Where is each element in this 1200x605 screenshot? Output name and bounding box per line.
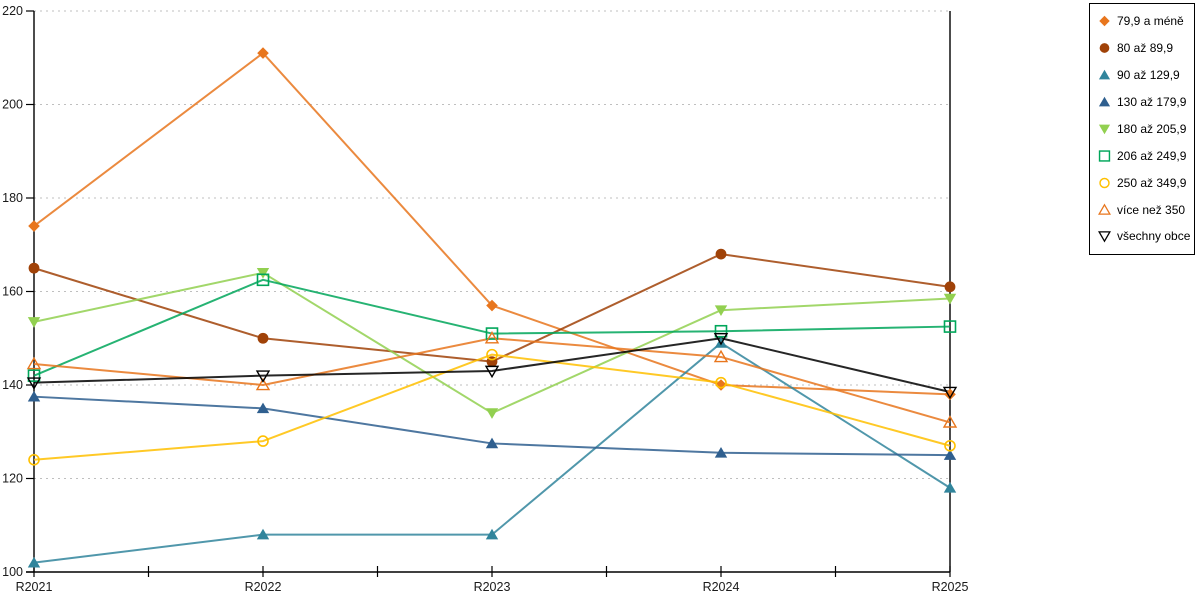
diamond-marker: [486, 299, 498, 312]
triangle-up-filled-icon: [1098, 96, 1111, 107]
legend-item: všechny obce: [1097, 229, 1192, 243]
circle-open-marker: [944, 439, 956, 452]
legend-label: všechny obce: [1117, 229, 1191, 244]
diamond-marker: [944, 388, 956, 401]
legend-label: 80 až 89,9: [1117, 41, 1174, 56]
y-tick-label: 140: [2, 378, 23, 392]
triangle-up-marker: [485, 437, 499, 449]
square-open-marker: [1098, 150, 1111, 162]
triangle-up-marker: [485, 528, 499, 540]
circle-marker: [1099, 43, 1110, 54]
diamond-marker: [257, 47, 269, 59]
legend-label: 130 až 179,9: [1117, 95, 1187, 110]
triangle-down-open-marker: [255, 370, 271, 383]
circle-open-marker: [486, 348, 498, 361]
triangle-up-marker: [1098, 96, 1111, 107]
triangle-up-marker: [714, 337, 728, 348]
triangle-up-open-marker: [942, 415, 958, 428]
legend-item: 180 až 205,9: [1097, 122, 1192, 136]
triangle-down-open-marker: [26, 377, 42, 390]
square-open-marker: [485, 327, 499, 340]
triangle-up-marker: [1098, 69, 1111, 80]
triangle-up-open-marker: [713, 349, 729, 363]
triangle-up-marker: [943, 482, 957, 493]
triangle-up-marker: [27, 390, 41, 402]
triangle-up-marker: [27, 556, 41, 568]
x-tick-label: R2023: [474, 580, 511, 594]
triangle-down-open-marker: [713, 332, 729, 346]
triangle-up-marker: [256, 528, 270, 540]
legend-label: 79,9 a méně: [1117, 14, 1184, 29]
legend-label: 90 až 129,9: [1117, 68, 1180, 83]
triangle-down-marker: [27, 317, 41, 328]
triangle-down-marker: [485, 408, 499, 419]
circle-open-marker: [257, 435, 269, 447]
y-tick-label: 100: [2, 565, 23, 579]
triangle-up-open-marker: [255, 377, 271, 391]
triangle-up-open-icon: [1098, 203, 1111, 215]
legend-item: 79,9 a méně: [1097, 14, 1192, 28]
diamond-marker: [715, 379, 727, 391]
square-open-marker: [943, 320, 957, 333]
triangle-down-filled-icon: [1098, 124, 1111, 135]
legend-item: 90 až 129,9: [1097, 68, 1192, 82]
x-tick-label: R2022: [245, 580, 282, 594]
triangle-up-marker: [943, 449, 957, 460]
legend-item: 130 až 179,9: [1097, 95, 1192, 109]
legend: 79,9 a méně 80 až 89,9 90 až 129,9 130 až 1…: [1089, 3, 1195, 255]
triangle-down-marker: [1098, 124, 1111, 135]
circle-marker: [944, 281, 956, 293]
legend-item: více než 350: [1097, 203, 1192, 217]
circle-open-marker: [715, 376, 727, 389]
y-tick-label: 120: [2, 472, 23, 486]
x-tick-label: R2021: [16, 580, 53, 594]
x-tick-label: R2024: [703, 580, 740, 594]
circle-open-marker: [28, 453, 40, 466]
circle-marker: [715, 248, 727, 260]
triangle-down-open-marker: [942, 386, 958, 400]
y-tick-label: 200: [2, 98, 23, 112]
circle-marker: [257, 332, 269, 344]
circle-marker: [28, 262, 40, 274]
y-tick-label: 220: [2, 4, 23, 18]
square-open-marker: [27, 369, 41, 382]
legend-label: 180 až 205,9: [1117, 121, 1187, 136]
triangle-down-open-icon: [1098, 231, 1111, 243]
circle-open-marker: [1099, 177, 1110, 188]
circle-filled-icon: [1099, 43, 1110, 54]
triangle-up-open-marker: [26, 356, 42, 370]
circle-open-icon: [1099, 177, 1110, 188]
legend-item: 80 až 89,9: [1097, 41, 1192, 55]
square-open-marker: [256, 273, 270, 287]
triangle-down-marker: [256, 268, 270, 279]
x-tick-label: R2025: [932, 580, 969, 594]
legend-item: 206 až 249,9: [1097, 149, 1192, 163]
legend-item: 250 až 349,9: [1097, 176, 1192, 190]
y-tick-label: 160: [2, 285, 23, 299]
legend-label: 250 až 349,9: [1117, 175, 1187, 190]
triangle-down-open-marker: [1098, 231, 1111, 243]
y-tick-label: 180: [2, 191, 23, 205]
triangle-down-marker: [714, 305, 728, 316]
triangle-up-filled-icon: [1098, 69, 1111, 80]
legend-label: 206 až 249,9: [1117, 148, 1187, 163]
triangle-down-open-marker: [484, 365, 500, 379]
triangle-down-marker: [943, 293, 957, 305]
triangle-up-marker: [714, 446, 728, 458]
square-open-icon: [1098, 150, 1111, 162]
square-open-marker: [714, 324, 728, 338]
series-line: [33, 337, 951, 393]
diamond-marker: [28, 220, 40, 232]
triangle-up-marker: [256, 402, 270, 414]
diamond-filled-icon: [1099, 16, 1110, 27]
triangle-up-open-marker: [1098, 203, 1111, 215]
series-line: [33, 353, 951, 461]
legend-label: více než 350: [1117, 202, 1186, 217]
diamond-marker: [1099, 16, 1110, 27]
triangle-up-open-marker: [484, 331, 500, 344]
